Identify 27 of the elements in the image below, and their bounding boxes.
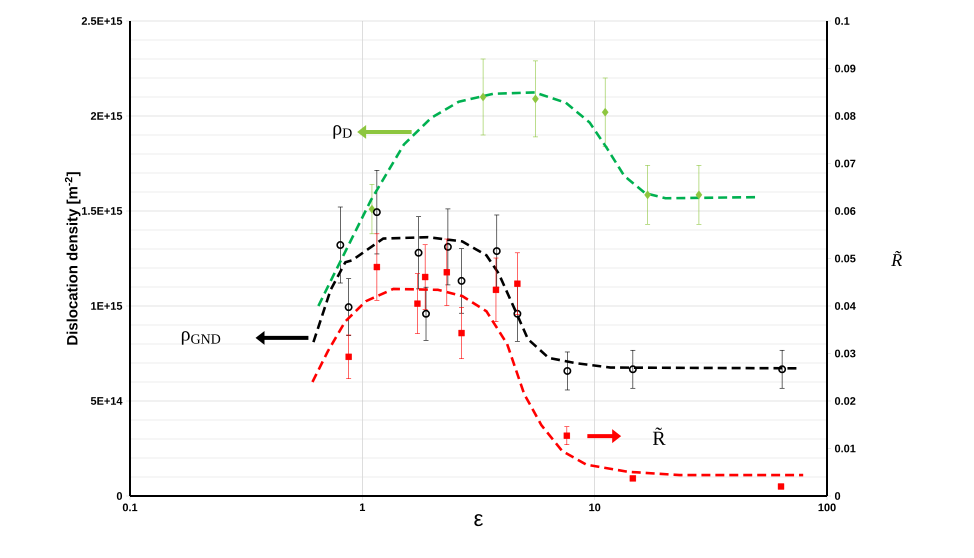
y-tick-label: 1E+15 [91,302,122,310]
y-axis-title: Dislocation density [m$^{-2}$] [64,172,80,345]
legend-label: ρ$_{D}$ [333,125,352,139]
y-tick-label: 1.5E+15 [82,207,122,215]
y2-tick-label: 0.09 [834,64,856,72]
legend-label: ρ$_{GND}$ [182,331,220,345]
y2-tick-label: 0.01 [834,444,856,452]
y2-tick-label: 0 [834,492,840,500]
y2-tick-label: 0.05 [834,254,856,262]
y2-tick-label: 0.02 [834,397,856,405]
y2-tick-label: 0.07 [834,160,856,168]
y2-axis-title: R̃ [891,250,902,266]
y-tick-label: 5E+14 [90,397,122,405]
x-tick-label: 1 [360,504,366,512]
y-tick-label: 2.5E+15 [82,17,122,25]
x-tick-label: 100 [818,504,836,512]
y2-tick-label: 0.08 [834,112,856,120]
y-tick-label: 0 [116,492,122,500]
x-axis-title: ε [474,514,483,526]
x-tick-label: 10 [589,504,600,512]
x-tick-label: 0.1 [122,504,138,512]
y-tick-label: 2E+15 [90,112,122,120]
y2-tick-label: 0.06 [834,207,856,215]
y2-tick-label: 0.04 [834,302,856,310]
series-label: R̃ [652,427,666,445]
y2-tick-label: 0.1 [834,17,850,25]
y2-tick-label: 0.03 [834,350,856,358]
